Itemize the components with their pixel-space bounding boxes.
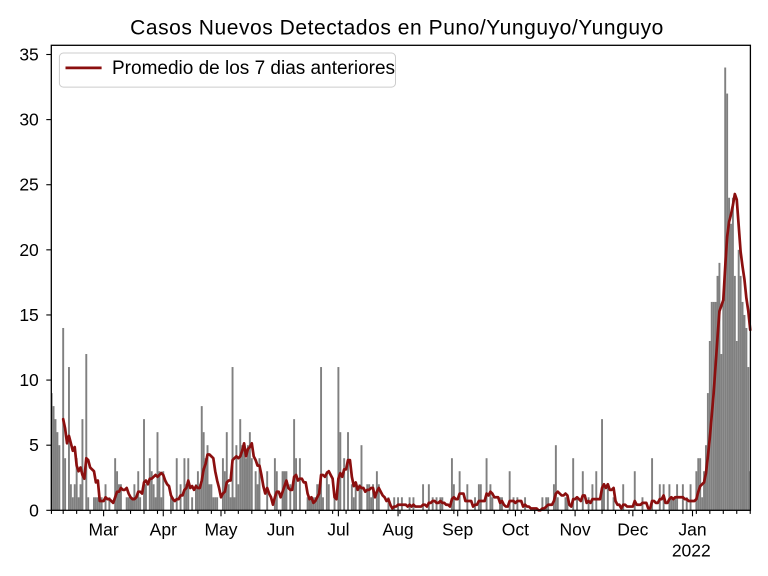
svg-text:Apr: Apr xyxy=(150,520,177,540)
svg-text:Oct: Oct xyxy=(502,520,529,540)
svg-text:Mar: Mar xyxy=(89,520,119,540)
svg-text:Dec: Dec xyxy=(617,520,648,540)
svg-text:2022: 2022 xyxy=(672,541,711,561)
svg-text:20: 20 xyxy=(19,240,39,260)
svg-text:15: 15 xyxy=(19,305,38,325)
svg-text:35: 35 xyxy=(19,45,38,65)
svg-text:Promedio de los 7 dias anterio: Promedio de los 7 dias anteriores xyxy=(112,58,395,79)
svg-text:Casos Nuevos Detectados en Pun: Casos Nuevos Detectados en Puno/Yunguyo/… xyxy=(130,16,664,39)
svg-text:Nov: Nov xyxy=(560,520,591,540)
svg-text:10: 10 xyxy=(19,370,39,390)
svg-text:25: 25 xyxy=(19,175,38,195)
svg-text:Sep: Sep xyxy=(442,520,473,540)
svg-text:Jan: Jan xyxy=(678,520,706,540)
svg-text:30: 30 xyxy=(19,110,39,130)
svg-text:Jun: Jun xyxy=(267,520,295,540)
svg-text:5: 5 xyxy=(29,435,39,455)
svg-text:0: 0 xyxy=(29,500,39,520)
svg-text:May: May xyxy=(204,520,237,540)
svg-text:Aug: Aug xyxy=(383,520,414,540)
svg-text:Jul: Jul xyxy=(327,520,349,540)
